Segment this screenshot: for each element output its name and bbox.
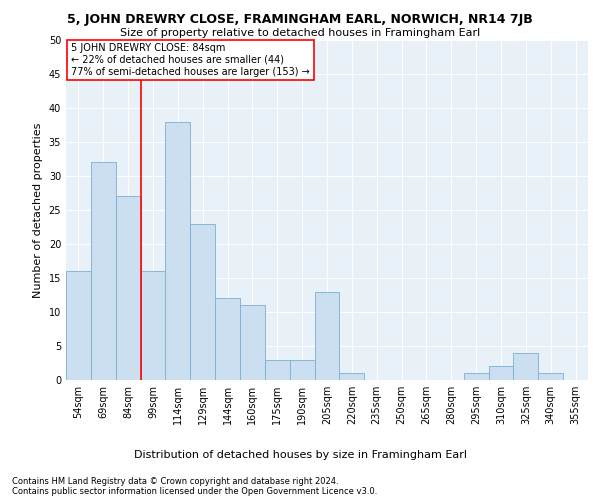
Bar	[488, 366, 514, 380]
Bar	[464, 373, 488, 380]
Bar	[140, 271, 166, 380]
Bar	[116, 196, 140, 380]
Bar	[290, 360, 314, 380]
Bar	[91, 162, 116, 380]
Bar	[514, 353, 538, 380]
Text: Contains public sector information licensed under the Open Government Licence v3: Contains public sector information licen…	[12, 488, 377, 496]
Bar	[538, 373, 563, 380]
Text: 5 JOHN DREWRY CLOSE: 84sqm
← 22% of detached houses are smaller (44)
77% of semi: 5 JOHN DREWRY CLOSE: 84sqm ← 22% of deta…	[71, 44, 310, 76]
Bar	[265, 360, 290, 380]
Bar	[240, 305, 265, 380]
Bar	[215, 298, 240, 380]
Bar	[314, 292, 340, 380]
Text: Distribution of detached houses by size in Framingham Earl: Distribution of detached houses by size …	[133, 450, 467, 460]
Text: 5, JOHN DREWRY CLOSE, FRAMINGHAM EARL, NORWICH, NR14 7JB: 5, JOHN DREWRY CLOSE, FRAMINGHAM EARL, N…	[67, 12, 533, 26]
Bar	[166, 122, 190, 380]
Text: Contains HM Land Registry data © Crown copyright and database right 2024.: Contains HM Land Registry data © Crown c…	[12, 478, 338, 486]
Bar	[340, 373, 364, 380]
Y-axis label: Number of detached properties: Number of detached properties	[33, 122, 43, 298]
Text: Size of property relative to detached houses in Framingham Earl: Size of property relative to detached ho…	[120, 28, 480, 38]
Bar	[66, 271, 91, 380]
Bar	[190, 224, 215, 380]
